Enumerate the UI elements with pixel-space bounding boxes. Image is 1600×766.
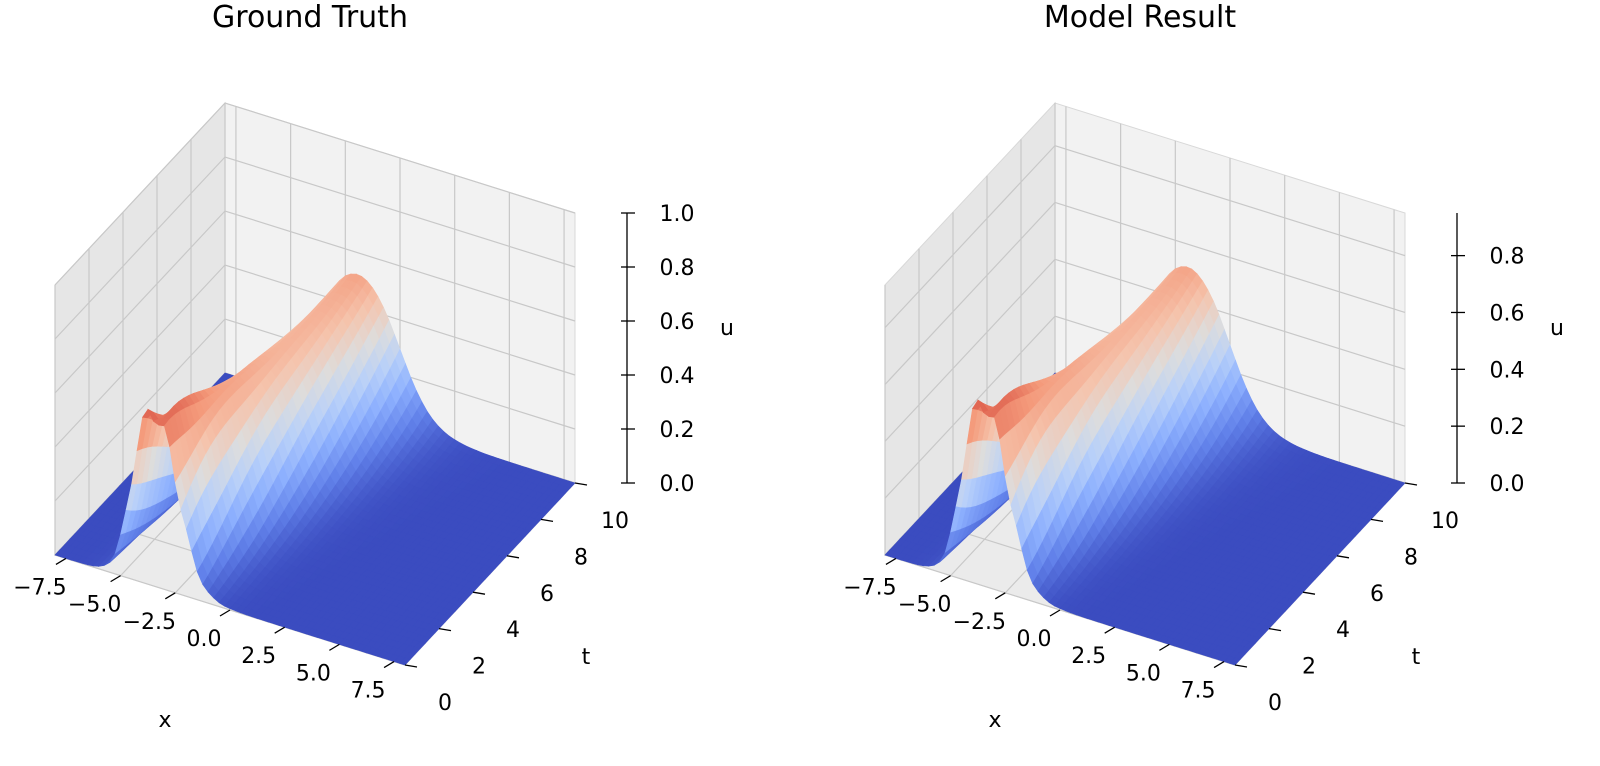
x-tick-label: 5.0 [296, 661, 331, 686]
t-axis-label: t [1412, 645, 1421, 670]
z-gridline [884, 144, 1406, 329]
t-axis-label: t [582, 645, 591, 670]
x-tick [885, 557, 897, 565]
x-tick-label: −7.5 [13, 575, 66, 600]
t-tick-label: 6 [1370, 582, 1384, 607]
t-tick-label: 2 [1302, 655, 1316, 680]
surface-patch [398, 657, 411, 666]
t-tick-label: 0 [438, 691, 452, 716]
x-tick-label: −2.5 [123, 610, 176, 635]
x-tick [383, 661, 395, 669]
t-tick-label: 6 [540, 582, 554, 607]
z-gridline [884, 258, 1406, 442]
t-tick-label: 10 [601, 509, 629, 534]
z-gridline [54, 156, 576, 340]
x-tick-label: −5.0 [68, 593, 121, 618]
z-gridline [884, 201, 1406, 385]
t-tick [472, 591, 486, 595]
t-tick [404, 664, 418, 668]
z-axis-label: u [720, 316, 734, 341]
t-tick [1370, 518, 1384, 523]
t-tick [1302, 591, 1316, 595]
t-tick-label: 4 [1336, 618, 1350, 643]
x-tick [1049, 609, 1061, 617]
x-tick-label: 7.5 [351, 679, 386, 704]
z-tick-label: 1.0 [660, 202, 695, 227]
x-tick-label: −7.5 [843, 575, 896, 600]
t-tick [1404, 482, 1418, 486]
chart-title: Model Result [1043, 0, 1237, 35]
t-tick [574, 482, 588, 486]
t-tick [438, 627, 452, 632]
z-gridline [884, 315, 1406, 499]
x-axis-label: x [158, 708, 171, 733]
z-tick-label: 0.4 [660, 364, 695, 389]
surface [54, 273, 576, 666]
x-tick [940, 575, 951, 583]
surface-patch [1228, 657, 1241, 666]
z-gridline [54, 264, 576, 448]
z-tick-label: 0.2 [660, 418, 695, 443]
z-tick-label: 0.8 [660, 256, 695, 281]
t-tick [540, 518, 554, 523]
x-axis-label: x [988, 708, 1001, 733]
x-tick-label: −5.0 [898, 593, 951, 618]
t-tick [1234, 664, 1248, 668]
z-tick-label: 0.2 [1490, 415, 1525, 440]
z-gridline [54, 318, 576, 502]
chart-title: Ground Truth [212, 0, 408, 35]
surface [884, 266, 1406, 666]
x-tick [1213, 661, 1225, 669]
t-tick-label: 4 [506, 618, 520, 643]
ground-truth-panel: Ground Truth −7.5 −5.0 −2.5 0.0 2.5 5.0 7.5 0 2 4… [13, 0, 734, 733]
t-tick-label: 0 [1268, 691, 1282, 716]
z-gridline [54, 102, 576, 286]
x-tick [994, 592, 1006, 600]
x-tick-label: 5.0 [1126, 661, 1161, 686]
x-tick [164, 592, 176, 600]
z-tick-label: 0.6 [660, 310, 695, 335]
t-tick [506, 555, 520, 559]
model-result-panel: Model Result −7.5 −5.0 −2.5 0.0 2.5 5.0 7.5 0 2 4… [830, 0, 1600, 766]
x-tick-label: 0.0 [187, 627, 222, 652]
t-tick [1336, 555, 1350, 559]
z-axis-label: u [1550, 316, 1564, 341]
t-tick-label: 8 [1404, 545, 1418, 570]
t-tick [1268, 627, 1282, 632]
x-tick-label: 7.5 [1181, 679, 1216, 704]
x-tick [329, 643, 340, 651]
z-tick-label: 0.4 [1490, 358, 1525, 383]
z-tick-label: 0.0 [660, 472, 695, 497]
t-tick-label: 8 [574, 545, 588, 570]
t-tick-label: 2 [472, 655, 486, 680]
z-tick-label: 0.6 [1490, 301, 1525, 326]
t-tick-label: 10 [1431, 509, 1459, 534]
x-tick [55, 557, 67, 565]
z-tick-label: 0.0 [1490, 472, 1525, 497]
x-tick [219, 609, 231, 617]
x-tick [110, 575, 121, 583]
x-tick [1159, 643, 1170, 651]
z-gridline [54, 210, 576, 394]
x-tick-label: −2.5 [953, 610, 1006, 635]
x-tick-label: 2.5 [1071, 644, 1106, 669]
x-tick-label: 2.5 [241, 644, 276, 669]
x-tick [274, 626, 286, 634]
x-tick-label: 0.0 [1017, 627, 1052, 652]
z-tick-label: 0.8 [1490, 245, 1525, 270]
x-tick [1104, 626, 1116, 634]
